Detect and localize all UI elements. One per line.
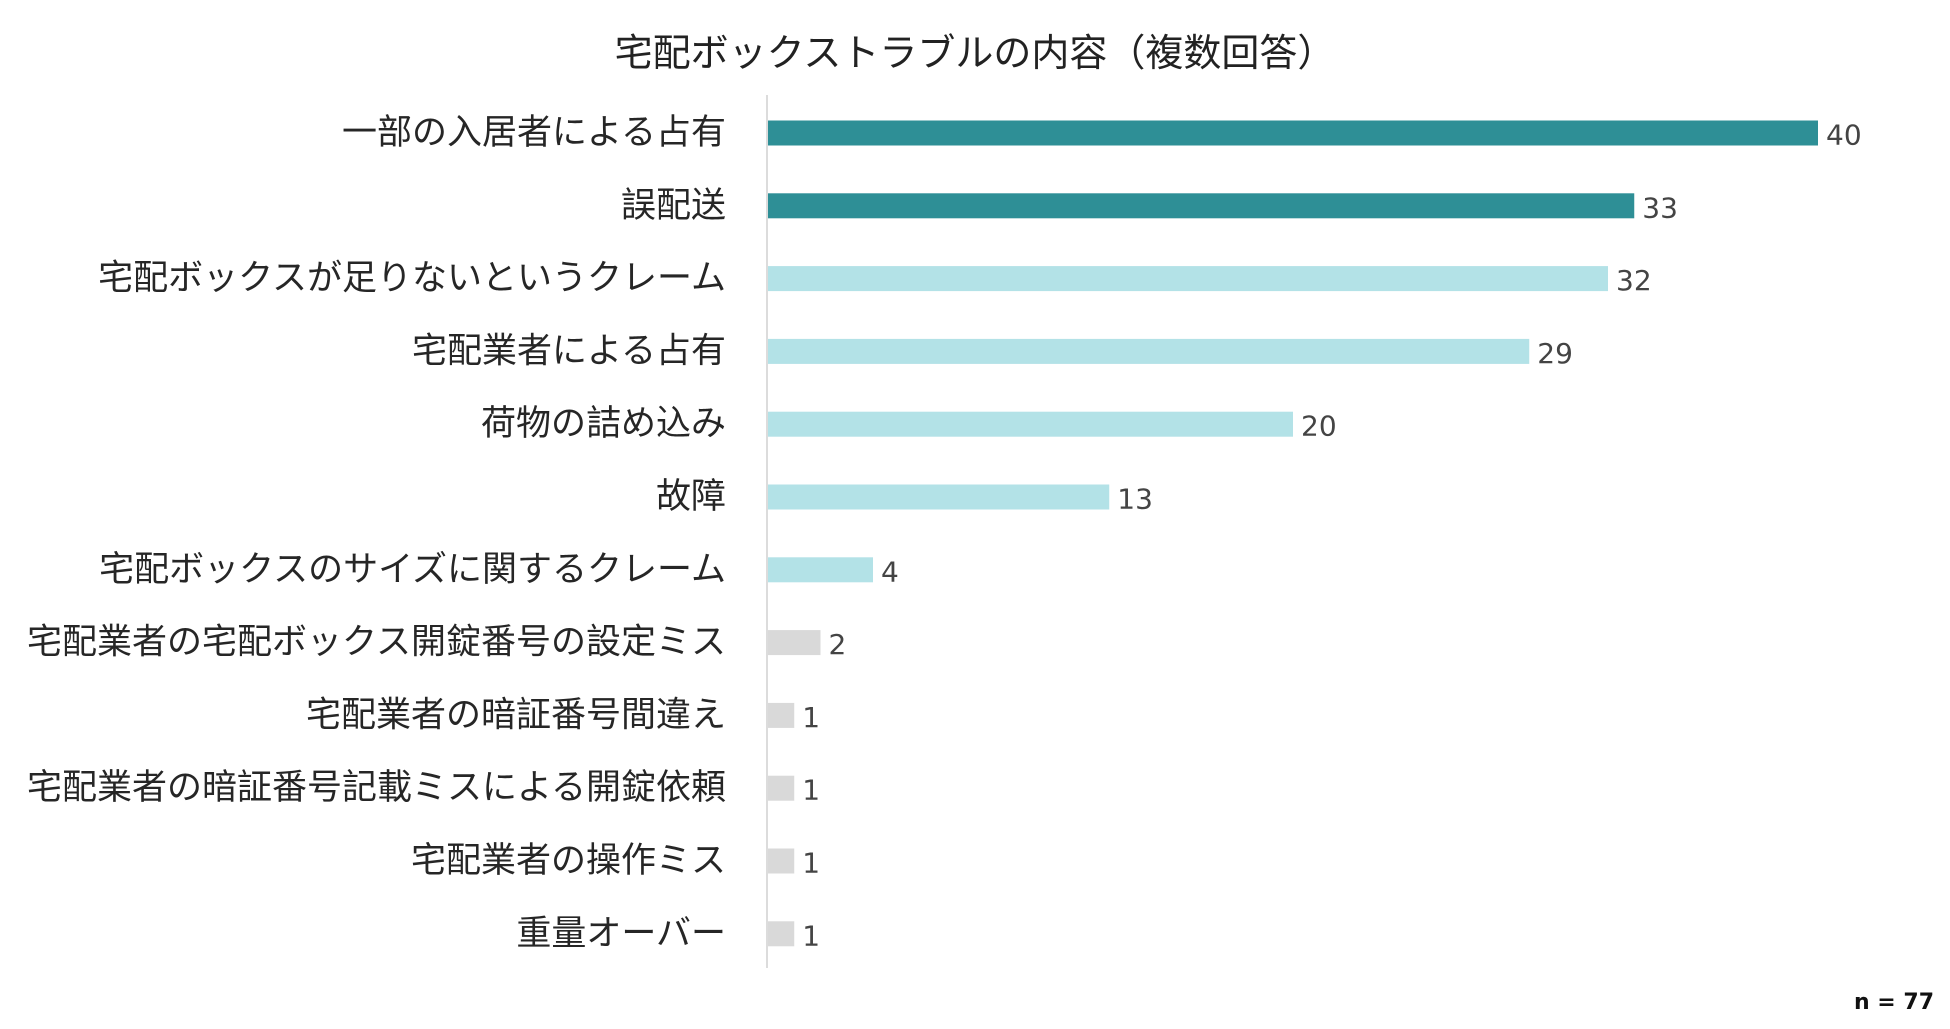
data-label: 29: [1537, 337, 1573, 370]
bar: [768, 557, 873, 583]
data-label: 4: [881, 555, 899, 588]
category-label: 宅配業者の宅配ボックス開錠番号の設定ミス: [27, 623, 726, 663]
bar: [768, 411, 1293, 437]
category-label: 宅配ボックスが足りないというクレーム: [98, 259, 726, 299]
category-label: 宅配業者の暗証番号間違え: [306, 695, 726, 735]
category-label: 宅配ボックスのサイズに関するクレーム: [99, 550, 726, 590]
data-label: 1: [802, 774, 820, 807]
category-label: 重量オーバー: [516, 914, 726, 954]
bar: [768, 266, 1608, 292]
data-label: 1: [802, 701, 820, 734]
bar: [768, 630, 821, 656]
category-label: 故障: [656, 477, 726, 517]
data-label: 13: [1117, 483, 1153, 516]
data-label: 2: [829, 628, 847, 661]
bar-series: 一部の入居者による占有 40 誤配送 33 宅配ボックスが足りないというクレーム 32 宅配…: [27, 113, 1862, 954]
bar: [768, 338, 1530, 364]
category-label: 荷物の詰め込み: [481, 404, 726, 444]
category-label: 宅配業者による占有: [412, 331, 726, 371]
data-label: 33: [1642, 191, 1678, 224]
category-label: 一部の入居者による占有: [342, 113, 726, 153]
bar: [768, 484, 1110, 510]
sample-size-note: n = 77: [1853, 990, 1934, 1015]
category-label: 宅配業者の暗証番号記載ミスによる開錠依頼: [27, 768, 726, 808]
data-label: 1: [802, 847, 820, 880]
chart-title: 宅配ボックストラブルの内容（複数回答）: [614, 31, 1336, 75]
bar: [768, 702, 795, 728]
bar: [768, 921, 795, 947]
data-label: 1: [802, 919, 820, 952]
bar: [768, 775, 795, 801]
bar: [768, 120, 1818, 146]
data-label: 32: [1616, 264, 1652, 297]
data-label: 40: [1826, 119, 1862, 152]
category-label: 宅配業者の操作ミス: [411, 841, 726, 881]
bar: [768, 193, 1635, 219]
bar: [768, 848, 795, 874]
category-label: 誤配送: [621, 186, 726, 226]
data-label: 20: [1301, 410, 1337, 443]
